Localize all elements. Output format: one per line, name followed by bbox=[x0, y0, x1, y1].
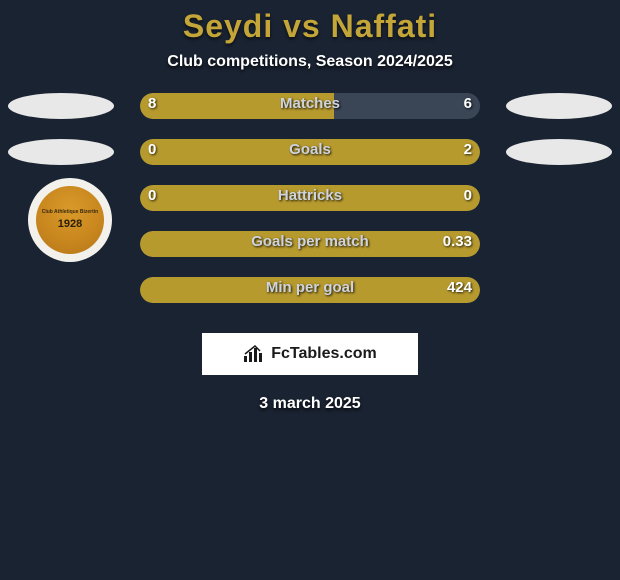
team-marker-right bbox=[506, 139, 612, 165]
stat-value-right: 0 bbox=[464, 187, 472, 204]
stat-bar-track bbox=[140, 185, 480, 211]
stat-row: 86Matches bbox=[0, 93, 620, 139]
card-title: Seydi vs Naffati bbox=[0, 8, 620, 45]
stat-value-left: 0 bbox=[148, 141, 156, 158]
stat-bar-fill bbox=[140, 277, 480, 303]
stat-value-left: 8 bbox=[148, 95, 156, 112]
bar-chart-icon bbox=[243, 345, 265, 363]
stat-bar-track bbox=[140, 231, 480, 257]
stat-bar-track bbox=[140, 277, 480, 303]
stat-bar-right bbox=[334, 93, 480, 119]
club-badge: Club Athletique Bizertin 1928 bbox=[28, 178, 112, 262]
club-badge-inner: Club Athletique Bizertin 1928 bbox=[36, 186, 104, 254]
stat-bar-left bbox=[140, 93, 334, 119]
stat-value-right: 0.33 bbox=[443, 233, 472, 250]
brand-badge[interactable]: FcTables.com bbox=[202, 333, 418, 375]
card-subtitle: Club competitions, Season 2024/2025 bbox=[0, 53, 620, 71]
brand-text: FcTables.com bbox=[271, 345, 377, 363]
stat-value-right: 6 bbox=[464, 95, 472, 112]
stat-value-right: 2 bbox=[464, 141, 472, 158]
team-marker-left bbox=[8, 93, 114, 119]
team-marker-right bbox=[506, 93, 612, 119]
stat-bar-track bbox=[140, 93, 480, 119]
club-badge-name: Club Athletique Bizertin bbox=[42, 210, 98, 216]
stat-row: 424Min per goal bbox=[0, 277, 620, 323]
team-marker-left bbox=[8, 139, 114, 165]
stat-bar-fill bbox=[140, 139, 480, 165]
stat-bar-fill bbox=[140, 185, 480, 211]
stat-value-right: 424 bbox=[447, 279, 472, 296]
stat-row: 02Goals bbox=[0, 139, 620, 185]
stat-value-left: 0 bbox=[148, 187, 156, 204]
stat-bar-fill bbox=[140, 231, 480, 257]
stat-bar-track bbox=[140, 139, 480, 165]
club-badge-year: 1928 bbox=[58, 218, 82, 230]
card-date: 3 march 2025 bbox=[0, 395, 620, 413]
